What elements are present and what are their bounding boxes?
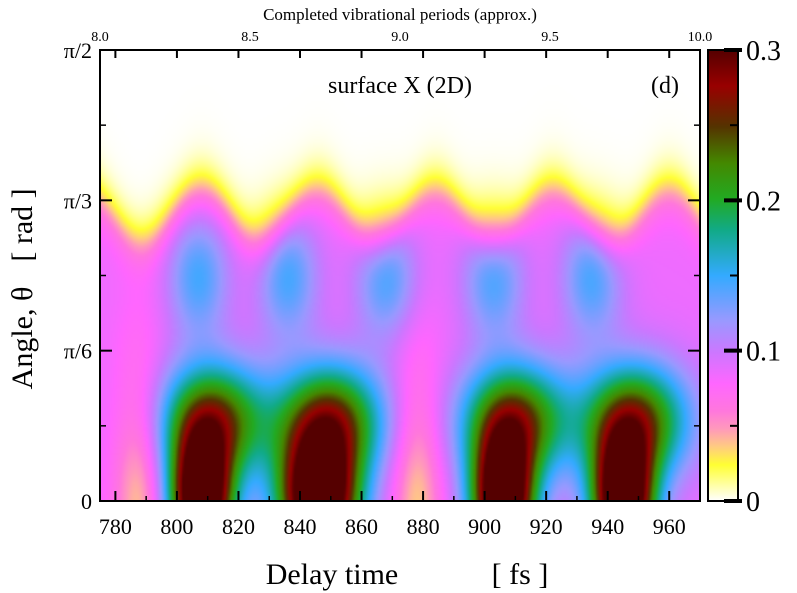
x-axis-ticks: 780 800 820 840 860 880 900 920 940 960 — [99, 50, 701, 539]
colorbar-tick-label: 0.2 — [746, 186, 781, 217]
x-axis-label: Delay time — [266, 558, 398, 591]
x-tick-label: 880 — [407, 514, 440, 539]
x-tick-label: 900 — [468, 514, 501, 539]
heatmap-area — [100, 50, 700, 501]
y-tick-label: π/3 — [64, 188, 92, 213]
x-tick-label: 960 — [653, 514, 686, 539]
top-tick-label: 8.0 — [91, 30, 109, 45]
top-tick-label: 9.0 — [391, 30, 409, 45]
x-tick-label: 820 — [222, 514, 255, 539]
panel-label: (d) — [651, 73, 679, 99]
top-tick-label: 10.0 — [688, 30, 713, 45]
y-axis-label: Angle, θ — [6, 287, 39, 390]
top-tick-label: 9.5 — [541, 30, 559, 45]
colorbar-ticks: 0 0.1 0.2 0.3 — [724, 36, 781, 518]
x-tick-label: 920 — [530, 514, 563, 539]
top-axis-ticks: 8.0 8.5 9.0 9.5 10.0 — [91, 30, 712, 45]
y-axis-unit: [ rad ] — [6, 188, 39, 261]
colorbar-tick-label: 0.1 — [746, 337, 781, 368]
y-axis-ticks: 0 π/6 π/3 π/2 — [64, 38, 700, 514]
top-axis-label: Completed vibrational periods (approx.) — [263, 5, 537, 24]
y-tick-label: π/2 — [64, 38, 92, 63]
x-tick-label: 940 — [591, 514, 624, 539]
x-tick-label: 780 — [99, 514, 132, 539]
y-tick-label: π/6 — [64, 339, 92, 364]
x-axis-unit: [ fs ] — [492, 558, 549, 591]
x-tick-label: 800 — [160, 514, 193, 539]
colorbar-tick-label: 0 — [746, 487, 760, 518]
colorbar-tick-label: 0.3 — [746, 36, 781, 67]
heatmap-image — [100, 50, 700, 501]
x-tick-label: 860 — [345, 514, 378, 539]
top-tick-label: 8.5 — [241, 30, 259, 45]
chart-title: surface X (2D) — [328, 73, 472, 99]
x-tick-label: 840 — [284, 514, 317, 539]
y-tick-label: 0 — [81, 489, 92, 514]
